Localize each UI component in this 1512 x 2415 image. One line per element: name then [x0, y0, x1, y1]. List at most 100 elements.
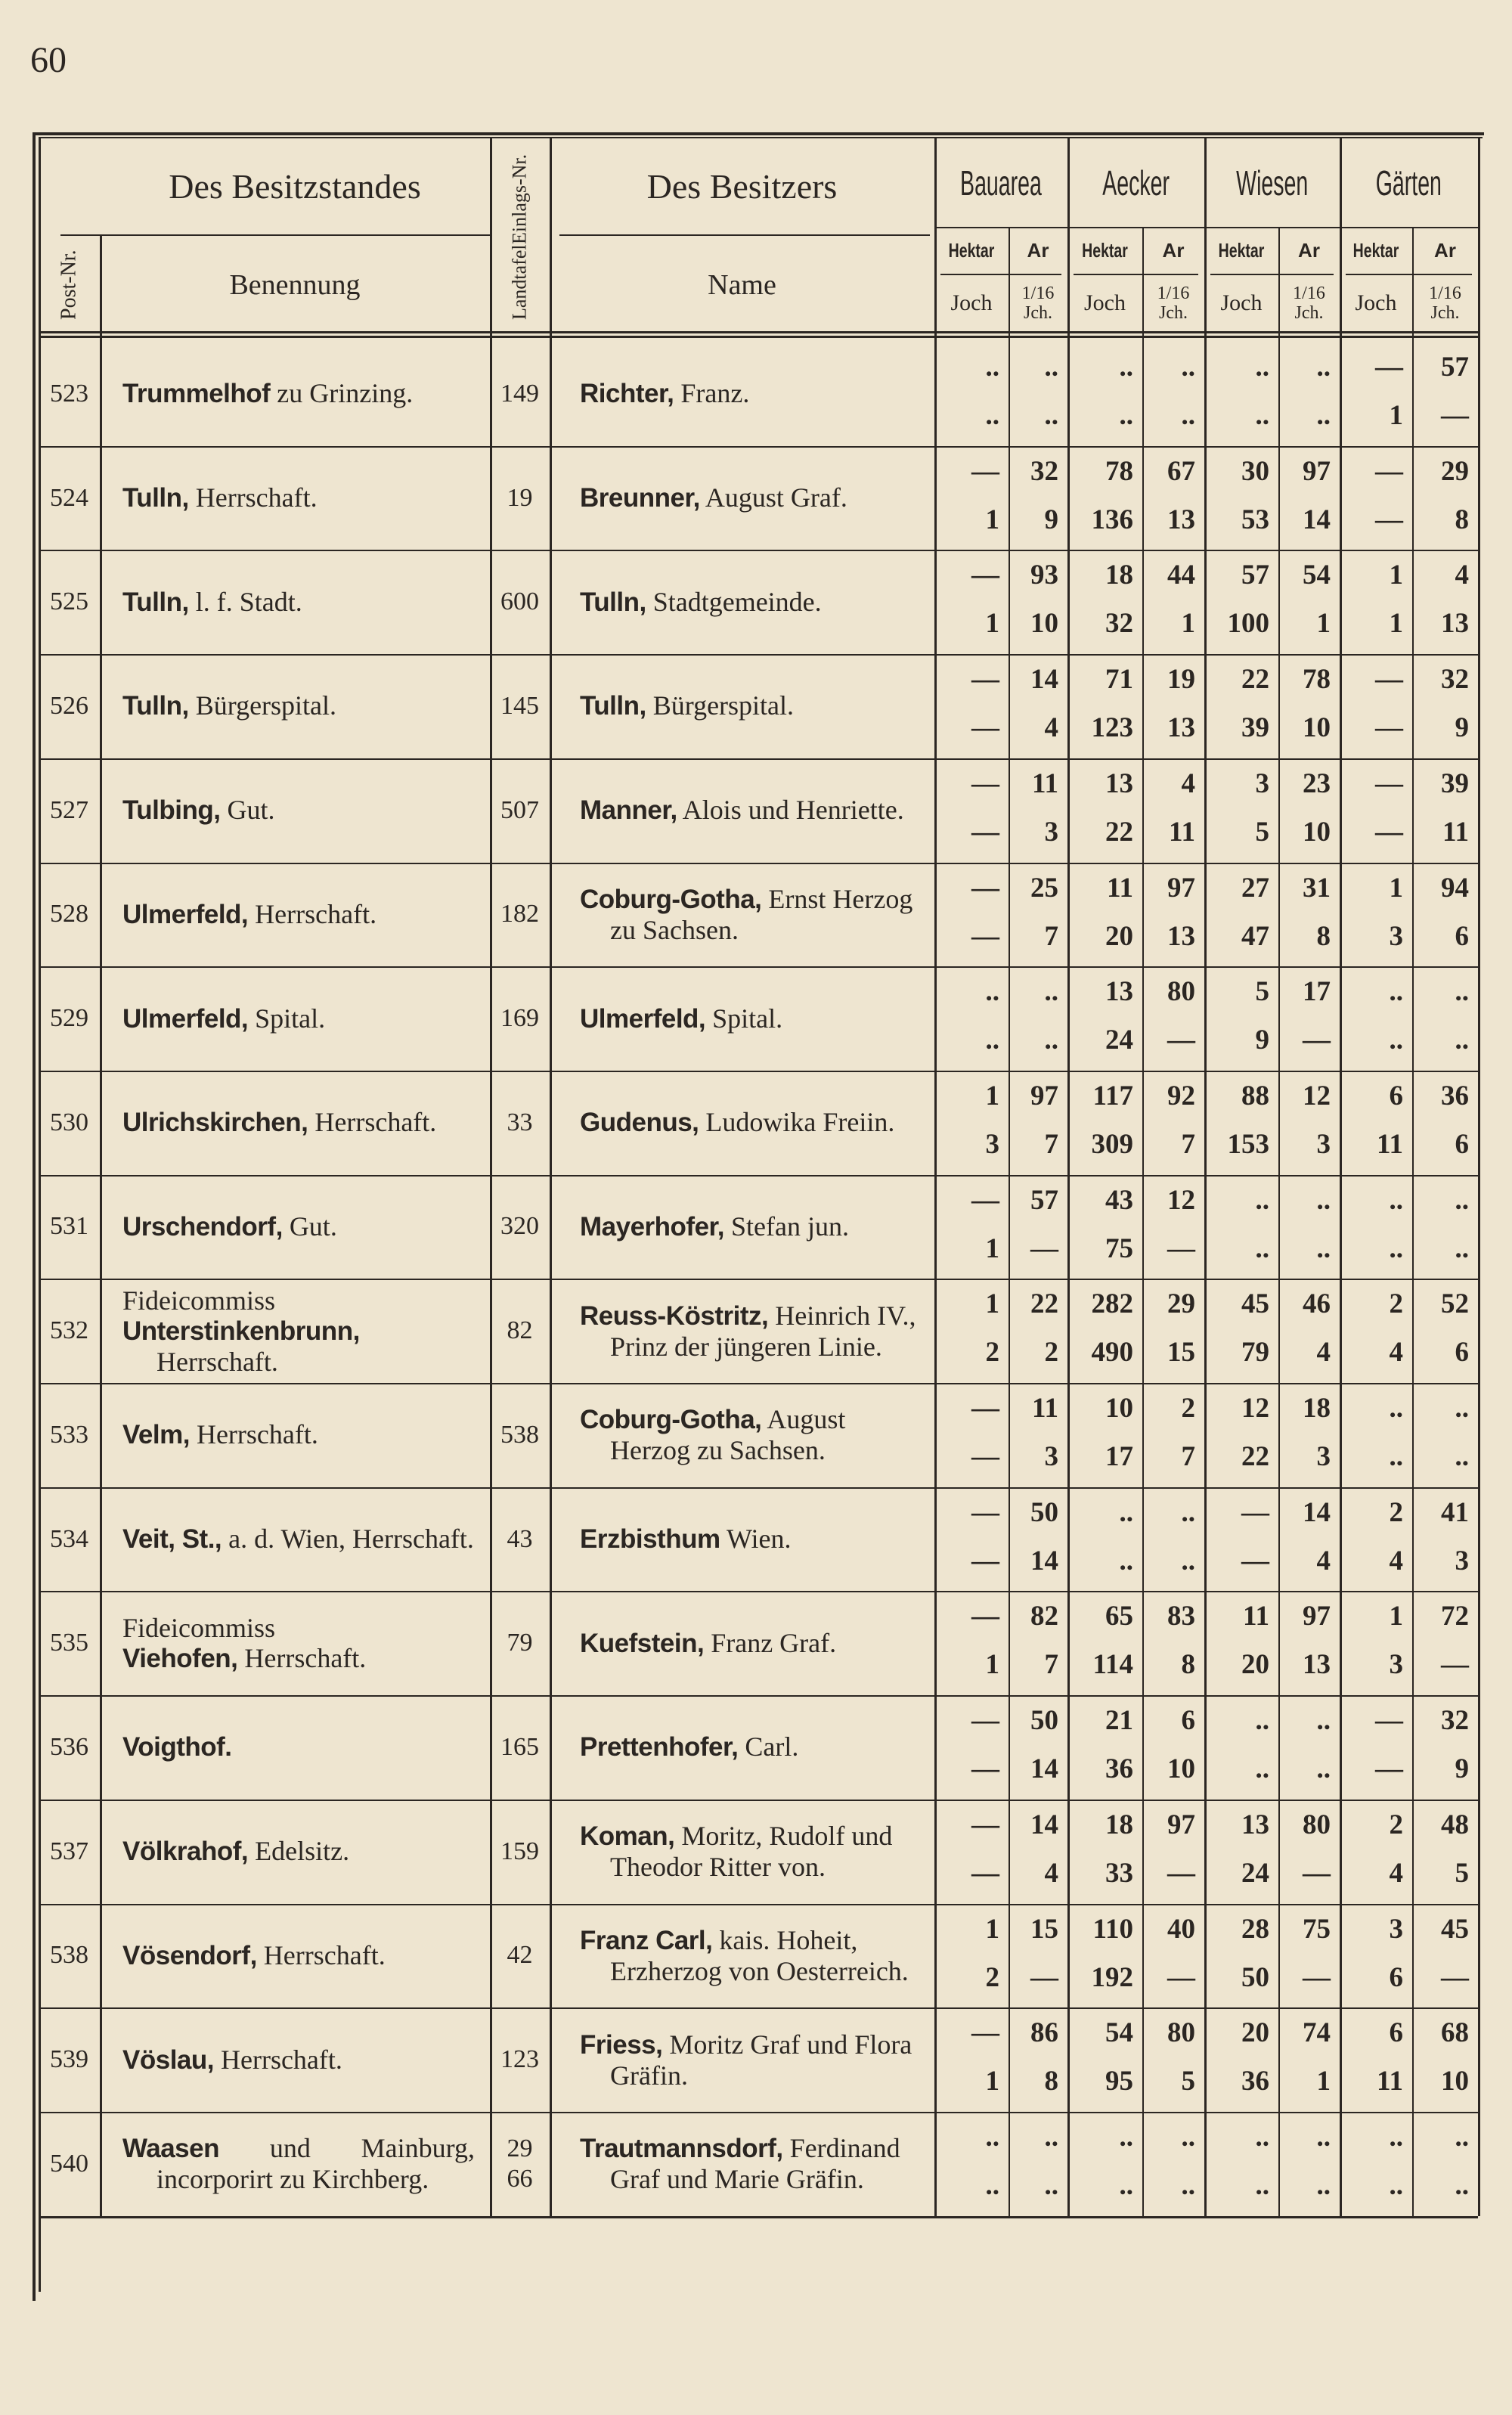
rule	[39, 2215, 1478, 2218]
area-value: ..	[1119, 2121, 1134, 2153]
rule	[1067, 227, 1204, 228]
area-value: 309	[1091, 1128, 1134, 1160]
area-value: 1	[1389, 560, 1404, 591]
area-value: —	[1441, 1961, 1469, 1993]
post-number: 534	[50, 1524, 88, 1553]
area-value: 2	[1044, 1337, 1059, 1369]
owner-bold: Trautmannsdorf,	[580, 2134, 783, 2164]
owner-rest: Heinrich IV., Prinz der jüngeren Linie.	[610, 1300, 916, 1362]
rule	[39, 1487, 1478, 1489]
rule	[39, 1383, 1478, 1384]
designation-line: Waasen und Mainburg, incorporirt zu Kirc…	[122, 2133, 475, 2194]
area-value: 9	[1455, 1753, 1470, 1785]
area-value: ..	[1316, 2169, 1331, 2201]
area-value: ..	[1389, 1232, 1404, 1264]
area-value: 1	[1316, 608, 1331, 640]
area-value: 100	[1227, 608, 1270, 640]
designation: Urschendorf, Gut.	[100, 1175, 490, 1279]
area-value: 14	[1030, 664, 1058, 696]
group-title-cell: Gärten	[1340, 138, 1478, 227]
area-value: 11	[1169, 816, 1195, 848]
area-value: 10	[1441, 2066, 1469, 2097]
area-value: 6	[1389, 2017, 1404, 2049]
entry-number: 320	[490, 1175, 550, 1279]
entry-number-line: 600	[500, 587, 539, 616]
area-value: 11	[1107, 872, 1133, 904]
area-value: 13	[1167, 504, 1195, 535]
designation: Velm, Herrschaft.	[100, 1383, 490, 1487]
designation: Völkrahof, Edelsitz.	[100, 1800, 490, 1904]
area-value: 13	[1167, 920, 1195, 952]
post-number: 537	[50, 1837, 88, 1865]
entry-number: 33	[490, 1071, 550, 1175]
owner-bold: Reuss-Köstritz,	[580, 1301, 769, 1331]
area-value: ..	[1389, 1025, 1404, 1056]
area-value: 54	[1105, 2017, 1133, 2049]
area-value: 18	[1105, 560, 1133, 591]
area-value: 110	[1092, 1913, 1133, 1945]
area-value: —	[971, 1496, 999, 1528]
designation-bold: Velm,	[122, 1420, 190, 1450]
post-number: 533	[50, 1420, 88, 1449]
area-value: 32	[1105, 608, 1133, 640]
area-value: 32	[1441, 1705, 1469, 1737]
area-value: 82	[1030, 1601, 1058, 1632]
unit-joch: Joch	[1220, 290, 1263, 315]
area-value: ..	[1181, 352, 1196, 383]
entry-number-line: 182	[500, 900, 539, 928]
area-value: 18	[1105, 1809, 1133, 1840]
area-value: ..	[1181, 2169, 1196, 2201]
entry-number: 159	[490, 1800, 550, 1904]
rule	[34, 132, 1484, 135]
area-value: 50	[1241, 1961, 1269, 1993]
area-value: —	[971, 1441, 999, 1472]
area-value: —	[971, 1545, 999, 1576]
unit-sixteenth: 1/16 Jch.	[1021, 284, 1055, 323]
entry-number: 169	[490, 966, 550, 1071]
area-value: 57	[1030, 1184, 1058, 1216]
designation-rest: Edelsitz.	[255, 1836, 350, 1867]
designation-line: Velm, Herrschaft.	[122, 1419, 475, 1450]
area-value: ..	[985, 976, 1000, 1008]
designation-line: Vöslau, Herrschaft.	[122, 2045, 475, 2076]
designation-rest: Herrschaft.	[263, 1939, 386, 1970]
entry-number-line: 145	[500, 691, 539, 720]
area-value: 8	[1044, 2066, 1059, 2097]
area-value: ..	[1255, 400, 1270, 431]
area-value: ..	[985, 1025, 1000, 1056]
area-value: —	[1375, 664, 1403, 696]
area-value: 11	[1032, 767, 1058, 799]
area-value: ..	[1389, 1184, 1404, 1216]
designation-rest: Herrschaft.	[314, 1107, 437, 1138]
group-title: Wiesen	[1235, 163, 1309, 203]
designation-line: Voigthof.	[122, 1731, 475, 1762]
owner-line: Ulmerfeld, Spital.	[580, 1003, 916, 1034]
area-value: ..	[1044, 1025, 1059, 1056]
area-value: ..	[1455, 1393, 1470, 1424]
area-value: 5	[1255, 976, 1270, 1008]
entry-number: 42	[490, 1904, 550, 2008]
designation: Tulln, Bürgerspital.	[100, 654, 490, 758]
area-value: ..	[1119, 352, 1134, 383]
owner: Trautmannsdorf, Ferdinand Graf und Marie…	[550, 2112, 934, 2216]
owner-line: Prettenhofer, Carl.	[580, 1731, 916, 1762]
designation-bold: Viehofen,	[122, 1643, 238, 1673]
designation-bold: Urschendorf,	[122, 1211, 283, 1242]
area-value: —	[971, 664, 999, 696]
owner: Prettenhofer, Carl.	[550, 1695, 934, 1800]
area-value: —	[1375, 504, 1403, 535]
owner-line: Tulln, Stadtgemeinde.	[580, 587, 916, 618]
owner: Mayerhofer, Stefan jun.	[550, 1175, 934, 1279]
rule	[39, 654, 1478, 656]
area-value: 30	[1241, 455, 1269, 487]
area-value: 45	[1441, 1913, 1469, 1945]
entry-number-line: 42	[507, 1941, 533, 1970]
area-value: 29	[1441, 455, 1469, 487]
area-value: 5	[1181, 2066, 1196, 2097]
post-number: 525	[50, 587, 88, 616]
area-value: ..	[1255, 352, 1270, 383]
owner-line: Koman, Moritz, Rudolf und Theodor Ritter…	[580, 1821, 916, 1882]
entry-number-line: 507	[500, 795, 539, 824]
area-value: 29	[1167, 1288, 1195, 1320]
